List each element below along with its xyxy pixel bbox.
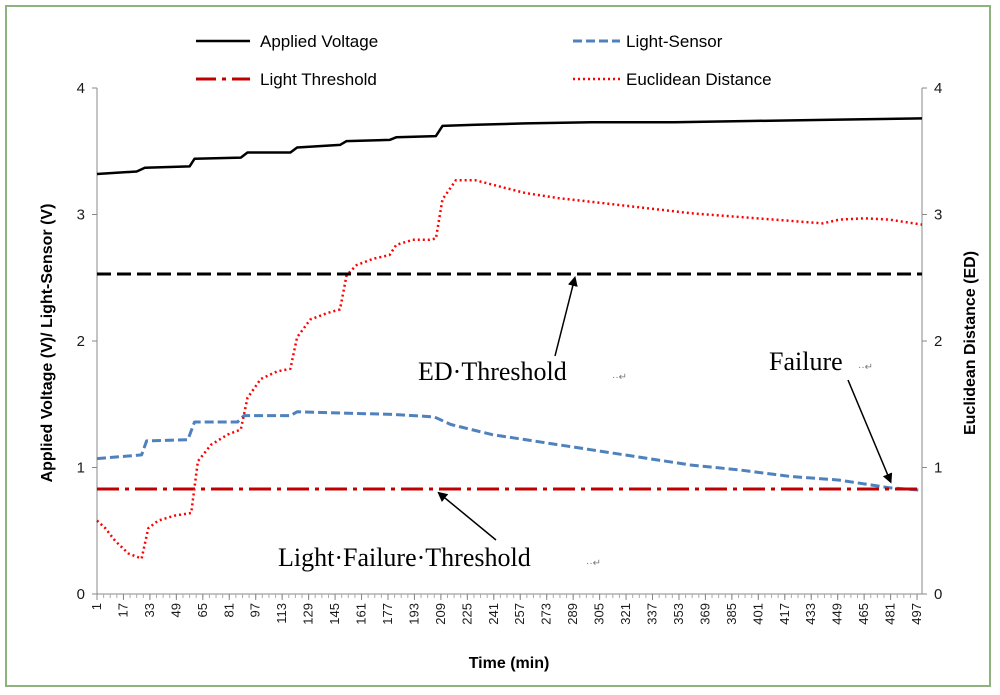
x-tick-label: 321 <box>618 603 633 625</box>
failure-mark: ··↵ <box>858 362 873 373</box>
x-tick-label: 273 <box>539 603 554 625</box>
y2-tick-label: 3 <box>934 207 942 224</box>
x-tick-label: 305 <box>592 603 607 625</box>
x-tick-label: 241 <box>486 603 501 625</box>
y-tick-label: 3 <box>77 207 85 224</box>
x-tick-label: 97 <box>248 603 263 617</box>
x-tick-label: 337 <box>645 603 660 625</box>
x-tick-label: 353 <box>671 603 686 625</box>
series-line-euclidean-distance <box>96 179 923 560</box>
x-tick-label: 465 <box>856 603 871 625</box>
light-failure-threshold-label: Light·Failure·Threshold <box>278 543 531 572</box>
series-line-light-sensor <box>96 410 923 492</box>
light-failure-threshold-arrow <box>437 491 497 541</box>
x-tick-label: 177 <box>380 603 395 625</box>
x-tick-label: 209 <box>433 603 448 625</box>
y2-tick-label: 0 <box>934 586 942 603</box>
x-tick-label: 65 <box>195 603 210 617</box>
x-tick-label: 1 <box>89 603 104 610</box>
x-tick-label: 257 <box>512 603 527 625</box>
ed-threshold-mark: ··↵ <box>612 372 627 383</box>
ed-threshold-arrow <box>554 276 578 357</box>
x-axis-ticks: 1 17 33 49 65 81 97 113 129 145 161 177 193 209 225 241… <box>89 594 924 625</box>
left-axis-ticks: 0 1 2 3 4 <box>77 80 97 603</box>
series-layer <box>96 117 923 560</box>
y2-axis-title: Euclidean Distance (ED) <box>962 251 979 435</box>
x-tick-label: 449 <box>830 603 845 625</box>
x-tick-label: 401 <box>750 603 765 625</box>
x-tick-label: 145 <box>327 603 342 625</box>
legend-label-light-sensor: Light-Sensor <box>626 32 723 51</box>
y-tick-label: 0 <box>77 586 85 603</box>
failure-arrow <box>847 379 893 484</box>
x-tick-label: 49 <box>168 603 183 617</box>
x-axis-title: Time (min) <box>469 655 550 672</box>
legend-label-euclidean-distance: Euclidean Distance <box>626 70 772 89</box>
series-line-applied-voltage <box>96 117 923 176</box>
x-tick-label: 417 <box>777 603 792 625</box>
y2-tick-label: 1 <box>934 460 942 477</box>
y-tick-label: 4 <box>77 80 85 97</box>
x-tick-label: 497 <box>909 603 924 625</box>
legend-label-applied-voltage: Applied Voltage <box>260 32 378 51</box>
x-tick-label: 385 <box>724 603 739 625</box>
x-tick-label: 129 <box>301 603 316 625</box>
y-axis-title: Applied Voltage (V)/ Light-Sensor (V) <box>39 204 56 483</box>
x-tick-label: 81 <box>221 603 236 617</box>
plot-area <box>97 88 922 594</box>
annotation-layer: ED·Threshold ··↵ Failure ··↵ Light·Failure·T… <box>278 276 893 572</box>
y-tick-label: 2 <box>77 333 85 350</box>
legend: Applied Voltage Light-Sensor Light Thres… <box>196 32 772 89</box>
x-tick-label: 369 <box>697 603 712 625</box>
x-tick-label: 17 <box>115 603 130 617</box>
x-tick-label: 225 <box>459 603 474 625</box>
x-tick-label: 161 <box>354 603 369 625</box>
x-tick-label: 113 <box>274 603 289 624</box>
y-tick-label: 1 <box>77 460 85 477</box>
x-tick-label: 193 <box>406 603 421 625</box>
x-tick-label: 33 <box>142 603 157 617</box>
y2-tick-label: 2 <box>934 333 942 350</box>
legend-label-light-threshold: Light Threshold <box>260 70 377 89</box>
failure-label: Failure <box>769 347 843 376</box>
right-axis-ticks: 0 1 2 3 4 <box>922 80 942 603</box>
x-tick-label: 289 <box>565 603 580 625</box>
ed-threshold-label: ED·Threshold <box>418 357 567 386</box>
y2-tick-label: 4 <box>934 80 942 97</box>
x-tick-label: 433 <box>803 603 818 625</box>
light-failure-threshold-mark: ··↵ <box>586 558 601 569</box>
x-tick-label: 481 <box>883 603 898 625</box>
